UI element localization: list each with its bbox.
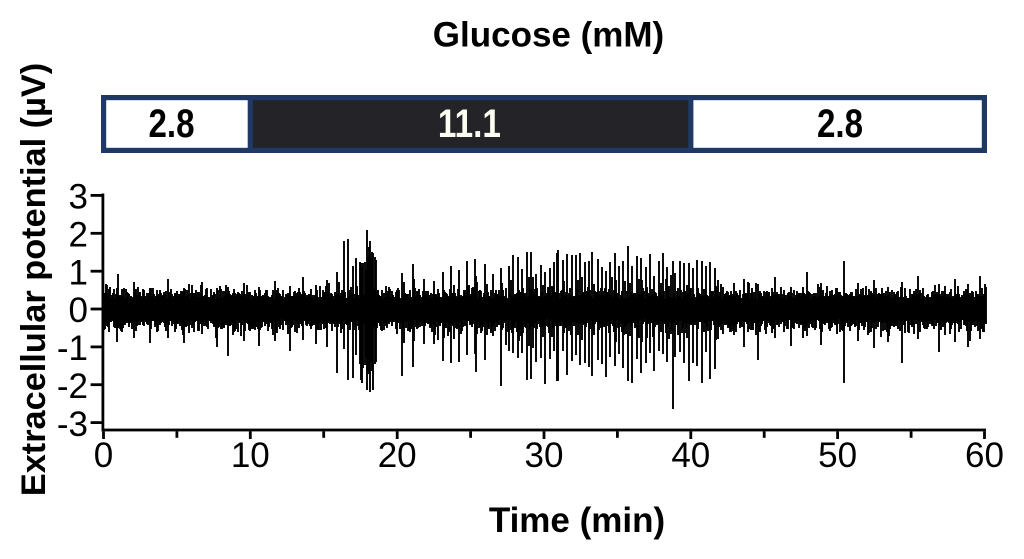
svg-text:20: 20 [378, 436, 417, 475]
svg-text:Time (min): Time (min) [489, 501, 665, 540]
svg-text:-3: -3 [57, 405, 88, 444]
svg-text:40: 40 [671, 436, 710, 475]
svg-text:2.8: 2.8 [817, 102, 863, 146]
svg-text:3: 3 [69, 178, 88, 217]
svg-text:-1: -1 [57, 329, 88, 368]
svg-text:Glucose (mM): Glucose (mM) [433, 16, 664, 55]
svg-text:2.8: 2.8 [149, 102, 195, 146]
svg-text:1: 1 [69, 253, 88, 292]
svg-text:11.1: 11.1 [438, 102, 501, 146]
svg-text:0: 0 [69, 291, 88, 330]
svg-text:10: 10 [231, 436, 270, 475]
svg-text:60: 60 [965, 436, 1004, 475]
svg-text:-2: -2 [57, 367, 88, 406]
svg-text:0: 0 [94, 436, 113, 475]
svg-text:50: 50 [818, 436, 857, 475]
svg-text:Extracellular potential (µV): Extracellular potential (µV) [15, 63, 53, 496]
svg-text:30: 30 [525, 436, 564, 475]
svg-text:2: 2 [69, 216, 88, 255]
